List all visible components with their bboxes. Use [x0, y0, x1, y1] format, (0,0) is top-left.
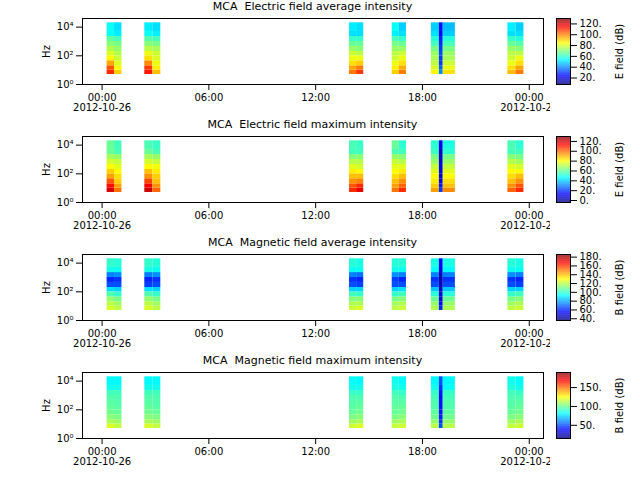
svg-text:120.: 120.: [579, 277, 602, 289]
svg-text:12:00: 12:00: [301, 92, 330, 103]
svg-text:10⁰: 10⁰: [57, 315, 74, 326]
svg-text:20.: 20.: [580, 185, 596, 196]
html-text:00:00: 00:00: [514, 91, 544, 103]
svg-text:20.: 20.: [580, 72, 596, 83]
svg-text:10⁴: 10⁴: [57, 375, 74, 386]
html-text:2012-10-27: 2012-10-27: [500, 101, 559, 113]
svg-text:18:00: 18:00: [408, 92, 437, 103]
svg-text:06:00: 06:00: [194, 328, 223, 339]
html-text:2012-10-27: 2012-10-27: [500, 219, 559, 231]
svg-text:10⁰: 10⁰: [57, 433, 74, 444]
html-text:00:00: 00:00: [514, 445, 544, 457]
svg-text:B field (dB): B field (dB): [614, 378, 625, 434]
svg-text:B field (dB): B field (dB): [614, 260, 625, 316]
svg-text:120.: 120.: [580, 136, 602, 147]
svg-text:10²: 10²: [57, 50, 74, 61]
svg-text:06:00: 06:00: [194, 92, 223, 103]
svg-text:180.: 180.: [580, 251, 602, 262]
svg-text:40.: 40.: [579, 312, 596, 324]
svg-text:80.: 80.: [579, 295, 596, 307]
svg-text:60.: 60.: [579, 304, 596, 316]
svg-text:10⁴: 10⁴: [57, 257, 74, 268]
svg-text:100.: 100.: [580, 145, 602, 156]
svg-text:12:00: 12:00: [301, 328, 330, 339]
svg-text:60.: 60.: [580, 165, 596, 176]
svg-text:40.: 40.: [580, 61, 596, 72]
svg-text:E field (dB): E field (dB): [614, 142, 625, 197]
svg-text:80.: 80.: [580, 40, 596, 51]
html-text:MCA Electric field average int: MCA Electric field average intensity: [212, 0, 413, 13]
svg-text:00:002012-10-26: 00:002012-10-26: [73, 328, 131, 349]
svg-text:00:002012-10-26: 00:002012-10-26: [73, 446, 131, 467]
html-text:MCA Electric field maximum int: MCA Electric field maximum intensity: [207, 118, 418, 131]
html-text:2012-10-27: 2012-10-27: [500, 337, 559, 349]
svg-text:100.: 100.: [579, 286, 602, 298]
svg-text:10⁰: 10⁰: [57, 79, 74, 90]
svg-text:10²: 10²: [57, 404, 74, 415]
svg-text:140.: 140.: [579, 268, 602, 280]
html-text:2012-10-27: 2012-10-27: [500, 455, 559, 467]
svg-text:18:00: 18:00: [408, 210, 437, 221]
svg-text:10⁴: 10⁴: [57, 139, 74, 150]
svg-text:Hz: Hz: [41, 45, 52, 58]
svg-text:Hz: Hz: [41, 399, 52, 412]
html-text:00:00: 00:00: [514, 327, 544, 339]
svg-text:0.: 0.: [580, 195, 590, 206]
svg-text:12:00: 12:00: [301, 446, 330, 457]
svg-text:06:00: 06:00: [194, 210, 223, 221]
svg-text:06:00: 06:00: [194, 446, 223, 457]
svg-text:10⁴: 10⁴: [57, 21, 74, 32]
svg-text:40.: 40.: [580, 175, 596, 186]
svg-text:E field (dB): E field (dB): [614, 24, 625, 79]
html-text:MCA Magnetic field maximum int: MCA Magnetic field maximum intensity: [202, 354, 423, 367]
svg-text:10²: 10²: [57, 286, 74, 297]
svg-text:100.: 100.: [580, 401, 602, 412]
svg-text:160.: 160.: [579, 260, 602, 272]
svg-text:12:00: 12:00: [301, 210, 330, 221]
svg-text:50.: 50.: [580, 420, 596, 431]
svg-text:100.: 100.: [580, 29, 602, 40]
svg-text:120.: 120.: [580, 18, 602, 29]
svg-text:Hz: Hz: [41, 281, 52, 294]
svg-text:150.: 150.: [580, 382, 602, 393]
svg-text:80.: 80.: [580, 155, 596, 166]
svg-text:60.: 60.: [580, 51, 596, 62]
html-text:MCA Magnetic field average int: MCA Magnetic field average intensity: [208, 236, 417, 249]
svg-text:18:00: 18:00: [408, 328, 437, 339]
html-text:00:00: 00:00: [514, 209, 544, 221]
svg-text:00:002012-10-26: 00:002012-10-26: [73, 210, 131, 231]
svg-text:00:002012-10-26: 00:002012-10-26: [73, 92, 131, 113]
svg-text:10⁰: 10⁰: [57, 197, 74, 208]
svg-text:Hz: Hz: [41, 163, 52, 176]
svg-text:10²: 10²: [57, 168, 74, 179]
svg-text:18:00: 18:00: [408, 446, 437, 457]
